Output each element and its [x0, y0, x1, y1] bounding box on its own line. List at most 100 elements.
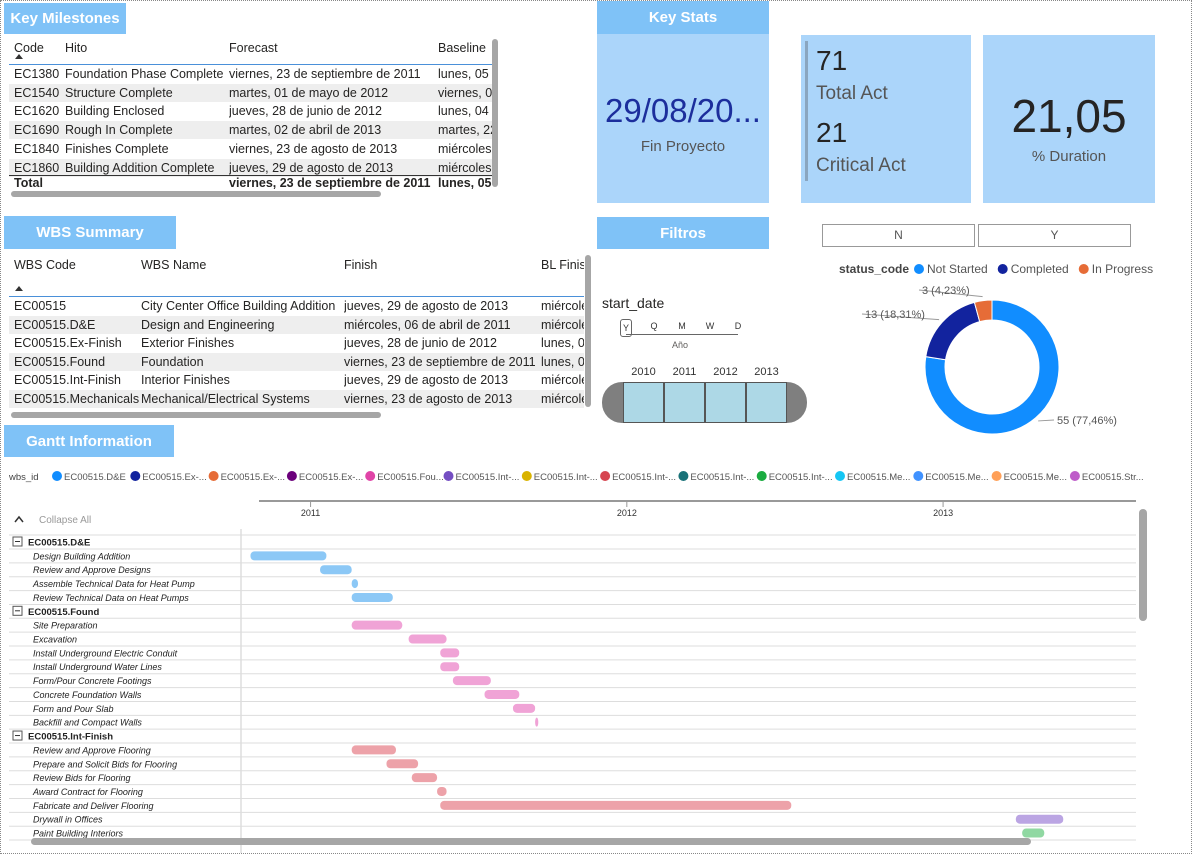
- timeline-cell[interactable]: [623, 382, 664, 423]
- filter-button[interactable]: N: [822, 224, 975, 247]
- gantt-bar: [320, 565, 352, 575]
- task-label: Design Building Addition: [33, 551, 130, 561]
- legend-label: EC00515.Ex-...: [142, 472, 206, 483]
- table-cell: miércole: [541, 299, 584, 313]
- table-cell: jueves, 28 de junio de 2012: [344, 336, 497, 351]
- table-cell: lunes, 0: [541, 354, 584, 369]
- donut-segment: [925, 301, 981, 361]
- granularity-line: [626, 334, 738, 335]
- gantt-bar: [440, 800, 792, 810]
- group-label: EC00515.Found: [28, 607, 99, 618]
- scrollbar[interactable]: [11, 412, 381, 418]
- collapse-label: Collapse All: [39, 515, 91, 526]
- table-cell: Foundation: [141, 354, 204, 369]
- section-title: Key Milestones: [4, 3, 126, 34]
- table-cell: viernes, 23 de septiembre de 2011: [229, 67, 421, 81]
- table-cell: viernes, 23 de agosto de 2013: [229, 141, 398, 156]
- divider: [9, 64, 492, 65]
- scrollbar[interactable]: [31, 838, 1031, 845]
- table-cell: EC00515.Mechanicals: [14, 392, 140, 406]
- column-header: WBS Name: [141, 258, 207, 272]
- legend-dot: [521, 471, 532, 481]
- legend-dot: [286, 471, 297, 481]
- granularity-option[interactable]: M: [678, 321, 686, 331]
- legend-label: EC00515.D&E: [64, 472, 126, 483]
- x-tick-label: 2012: [617, 508, 637, 518]
- legend-dot: [835, 471, 845, 481]
- legend-label: EC00515.Int-...: [690, 472, 754, 483]
- timeline-year: 2010: [631, 366, 656, 378]
- task-label: Paint Building Interiors: [33, 829, 124, 839]
- table-cell: City Center Office Building Addition: [141, 299, 336, 313]
- sort-arrow: [15, 54, 23, 59]
- gantt-bar: [535, 717, 539, 727]
- task-label: Fabricate and Deliver Flooring: [33, 801, 154, 811]
- table-cell: EC1540: [14, 85, 60, 100]
- scrollbar[interactable]: [585, 255, 591, 407]
- granularity-label: Año: [672, 340, 689, 350]
- granularity-option[interactable]: D: [734, 321, 742, 331]
- table-cell: miércoles,: [438, 141, 492, 156]
- task-label: Assemble Technical Data for Heat Pump: [32, 579, 195, 589]
- timeline-cell[interactable]: [664, 382, 705, 423]
- card-value: 29/08/20...: [605, 92, 761, 129]
- row-bg: [9, 390, 584, 408]
- scrollbar[interactable]: [11, 191, 381, 197]
- gantt-bar: [1022, 828, 1045, 838]
- gantt-bar: [411, 773, 438, 783]
- table-cell: lunes, 04 c: [438, 104, 492, 119]
- scrollbar[interactable]: [492, 39, 498, 187]
- table-cell: Building Enclosed: [65, 104, 165, 119]
- gantt-bar: [250, 551, 327, 561]
- gantt-bar: [386, 759, 419, 769]
- status-chart: status_code Not Started Completed In Progre…: [839, 262, 1153, 435]
- legend-dot: [52, 471, 62, 481]
- table-cell: jueves, 29 de agosto de 2013: [344, 373, 509, 388]
- card-value: 21,05: [1011, 90, 1127, 142]
- legend-label: EC00515.Int-...: [456, 472, 520, 483]
- legend-dot: [997, 264, 1008, 274]
- card-label: Critical Act: [816, 155, 906, 176]
- task-label: Concrete Foundation Walls: [33, 690, 142, 700]
- x-tick-label: 2011: [301, 508, 320, 518]
- timeline-cell[interactable]: [746, 382, 787, 423]
- total-cell: viernes, 23 de septiembre de 2011: [229, 176, 431, 190]
- timeline-cell[interactable]: [705, 382, 746, 423]
- table-cell: miércoles, 06 de abril de 2011: [344, 317, 511, 332]
- table-cell: EC1380: [14, 67, 60, 81]
- table-cell: Foundation Phase Complete: [65, 67, 224, 81]
- timeline-year: 2011: [672, 366, 697, 378]
- legend-label: Not Started: [927, 262, 988, 276]
- gantt-bar: [351, 592, 393, 602]
- slicer-label: start_date: [602, 295, 665, 311]
- legend-label: EC00515.Fou...: [377, 472, 444, 483]
- row-bg: [9, 158, 492, 177]
- gantt-chart: wbs_id EC00515.D&E EC00515.Ex-... EC00515.E…: [8, 471, 1147, 853]
- table-cell: Building Addition Complete: [65, 160, 215, 175]
- table-cell: EC1840: [14, 141, 60, 156]
- task-label: Review Technical Data on Heat Pumps: [33, 593, 189, 603]
- filter-button[interactable]: Y: [978, 224, 1131, 247]
- column-header: Forecast: [229, 41, 278, 55]
- row-bg: [9, 352, 584, 371]
- table-cell: Rough In Complete: [65, 123, 173, 138]
- data-label: 3 (4,23%): [922, 285, 970, 297]
- legend-dot: [913, 471, 924, 481]
- legend-dot: [678, 471, 689, 481]
- column-header: Code: [14, 41, 44, 55]
- task-label: Install Underground Electric Conduit: [33, 648, 178, 658]
- table-cell: EC1620: [14, 104, 60, 119]
- scrollbar[interactable]: [1139, 509, 1147, 621]
- granularity-option[interactable]: W: [705, 321, 715, 331]
- section-title: Key Stats: [597, 1, 769, 34]
- granularity-option[interactable]: Y: [620, 319, 632, 337]
- row-bg: [9, 121, 492, 140]
- task-label: Award Contract for Flooring: [32, 787, 143, 797]
- granularity-option[interactable]: Q: [650, 321, 658, 331]
- leader-line: [918, 289, 983, 298]
- row-bg: [9, 83, 492, 102]
- column-header: BL Finish: [541, 258, 584, 272]
- section-title: WBS Summary: [4, 216, 176, 249]
- task-label: Drywall in Offices: [33, 815, 103, 825]
- gantt-bar: [440, 648, 460, 658]
